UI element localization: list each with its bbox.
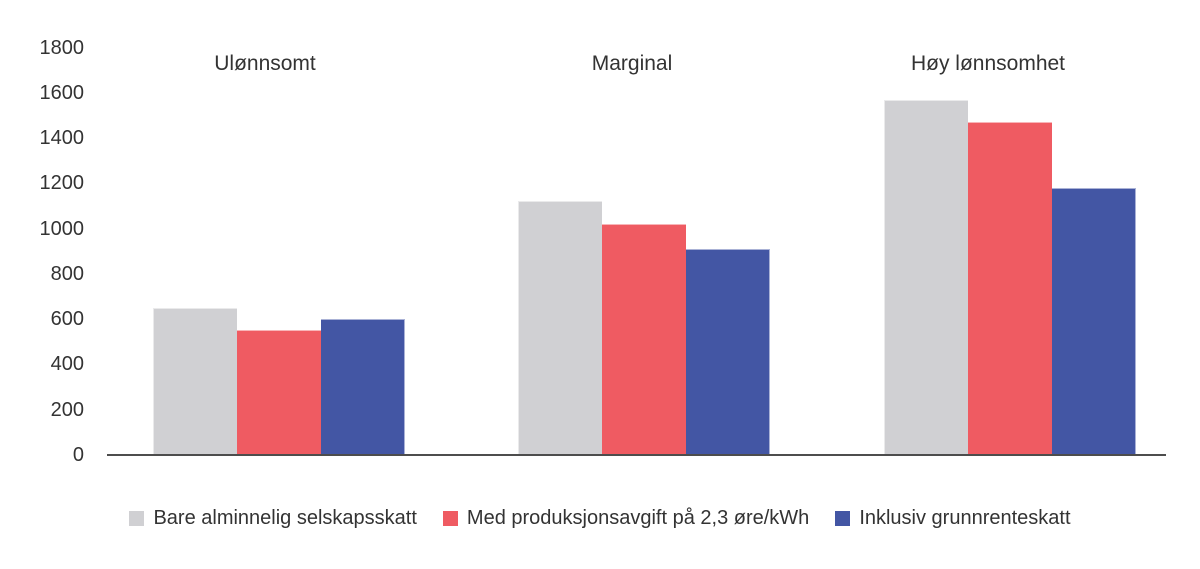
y-tick-label: 800 [50, 262, 84, 285]
legend-swatch-icon [129, 510, 145, 526]
y-tick-label: 1600 [39, 81, 85, 104]
bar-g2-s1 [518, 201, 602, 455]
legend-swatch-icon [442, 510, 458, 526]
y-tick-label: 600 [50, 308, 84, 331]
bar-g2-s2 [602, 224, 686, 455]
y-tick-label: 1200 [39, 172, 85, 195]
y-tick-label: 400 [50, 353, 84, 376]
category-label: Høy lønnsomhet [910, 52, 1066, 75]
bar-g1-s2 [237, 330, 321, 455]
category-label: Marginal [591, 52, 673, 75]
y-tick-label: 200 [50, 398, 84, 421]
bar-g1-s3 [321, 319, 405, 455]
x-axis-line [107, 454, 1166, 456]
y-tick-label: 1000 [39, 217, 85, 240]
y-tick-label: 1400 [39, 127, 85, 150]
legend: Bare alminnelig selskapsskatt Med produks… [0, 504, 1200, 532]
bar-g2-s3 [686, 249, 770, 455]
bar-g3-s3 [1052, 188, 1136, 455]
legend-label: Bare alminnelig selskapsskatt [153, 507, 417, 529]
y-tick-label: 1800 [39, 36, 85, 59]
legend-swatch-icon [835, 510, 851, 526]
y-tick-label: 0 [72, 444, 84, 466]
category-label: Ulønnsomt [214, 52, 316, 75]
legend-item: Inklusiv grunnrenteskatt [835, 507, 1071, 529]
legend-label: Med produksjonsavgift på 2,3 øre/kWh [466, 507, 810, 529]
bar-g1-s1 [153, 308, 237, 455]
legend-item: Med produksjonsavgift på 2,3 øre/kWh [442, 507, 810, 529]
bar-g3-s1 [884, 100, 968, 455]
legend-label: Inklusiv grunnrenteskatt [859, 507, 1071, 529]
bar-g3-s2 [968, 122, 1052, 455]
legend-item: Bare alminnelig selskapsskatt [129, 507, 417, 529]
